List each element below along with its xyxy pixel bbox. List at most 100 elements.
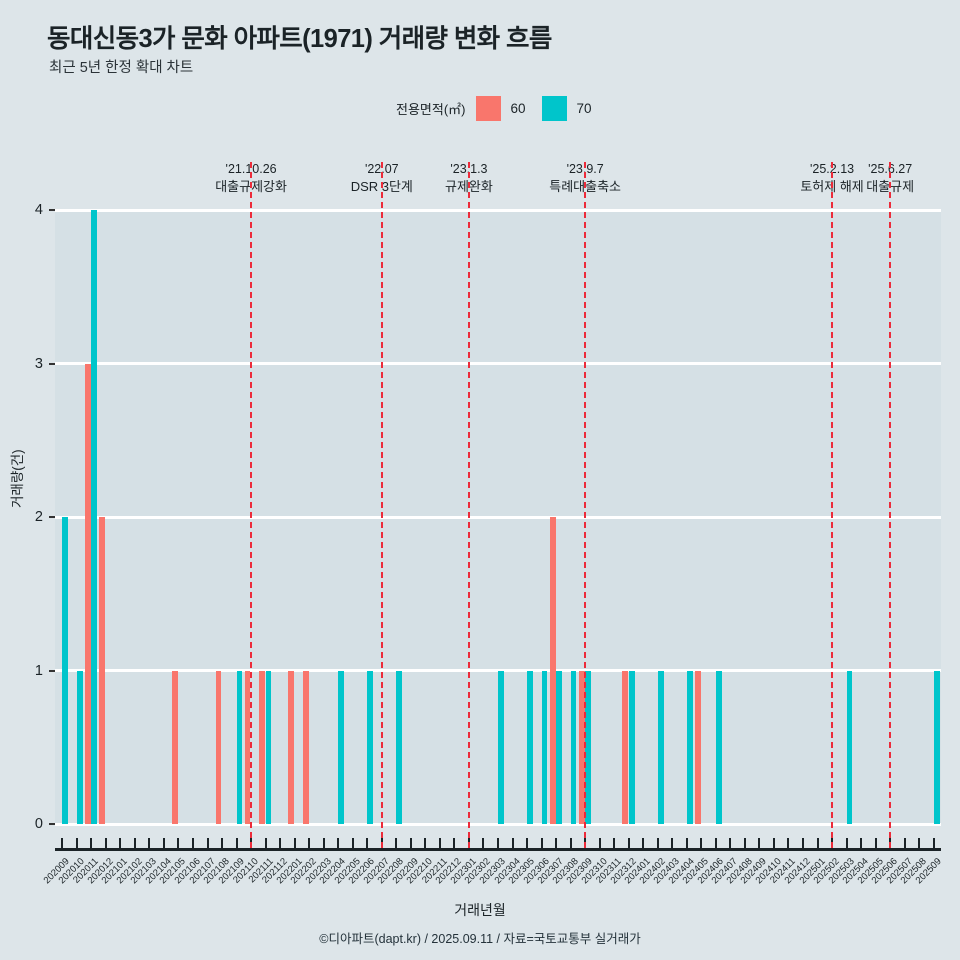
bar xyxy=(288,670,295,824)
bar xyxy=(541,670,548,824)
gridline xyxy=(55,669,941,672)
x-axis-tick-mark xyxy=(104,838,107,849)
bar xyxy=(84,363,91,824)
y-axis-tick-label: 2 xyxy=(34,509,43,525)
bar xyxy=(549,517,556,824)
bar xyxy=(367,670,374,824)
x-axis-tick-mark xyxy=(816,838,819,849)
event-marker-line xyxy=(250,162,253,848)
legend-swatch-70 xyxy=(541,96,567,121)
bar xyxy=(91,210,98,824)
x-axis-tick-mark xyxy=(787,838,790,849)
x-axis-tick-mark xyxy=(613,838,616,849)
x-axis-tick-mark xyxy=(221,838,224,849)
x-axis-tick-mark xyxy=(453,838,456,849)
bar xyxy=(76,670,83,824)
y-axis-tick-mark xyxy=(49,362,55,365)
x-axis-tick-mark xyxy=(235,838,238,849)
bar xyxy=(628,670,635,824)
x-axis-tick-mark xyxy=(903,838,906,849)
x-axis-tick-mark xyxy=(845,838,848,849)
legend-title: 전용면적(㎡) xyxy=(396,102,466,117)
x-axis-tick-mark xyxy=(264,838,267,849)
x-axis-tick-mark xyxy=(308,838,311,849)
bar xyxy=(396,670,403,824)
x-axis-title: 거래년월 xyxy=(454,902,506,918)
legend-label-60: 60 xyxy=(510,101,526,116)
event-marker-line xyxy=(467,162,470,848)
bar xyxy=(99,517,106,824)
y-axis-tick-mark xyxy=(49,209,55,211)
x-axis-tick-mark xyxy=(685,838,688,849)
x-axis-tick-mark xyxy=(772,838,775,849)
x-axis-tick-mark xyxy=(162,838,165,849)
event-marker-line xyxy=(831,162,834,848)
bar xyxy=(686,670,693,824)
x-axis-tick-mark xyxy=(642,838,645,849)
x-axis-tick-mark xyxy=(409,838,412,849)
event-marker-line xyxy=(584,162,587,848)
y-axis-tick-label: 0 xyxy=(34,816,43,832)
bar xyxy=(694,670,701,824)
gridline xyxy=(55,362,941,365)
y-axis-tick-mark xyxy=(49,516,55,518)
x-axis-tick-mark xyxy=(191,838,194,849)
x-axis-tick-mark xyxy=(293,838,296,849)
x-axis-tick-mark xyxy=(366,838,369,849)
bar xyxy=(259,670,266,824)
bar xyxy=(215,670,222,824)
bar xyxy=(585,670,591,824)
x-axis-tick-mark xyxy=(729,838,732,849)
x-axis-tick-mark xyxy=(351,838,354,849)
x-axis-tick-mark xyxy=(133,838,136,849)
legend: 전용면적(㎡) 60 70 xyxy=(396,96,592,121)
x-axis-tick-mark xyxy=(177,838,180,849)
gridline xyxy=(55,515,941,519)
x-axis-tick-mark xyxy=(714,838,717,849)
x-axis-tick-mark xyxy=(555,838,558,849)
bar xyxy=(556,670,562,824)
credit-text: ©디아파트(dapt.kr) / 2025.09.11 / 자료=국토교통부 실… xyxy=(319,932,641,946)
y-axis-title: 거래량(건) xyxy=(10,449,25,508)
x-axis-tick-mark xyxy=(598,838,601,849)
y-axis-tick-label: 1 xyxy=(34,662,43,679)
event-marker-line xyxy=(380,162,383,848)
bar xyxy=(236,670,243,824)
legend-label-70: 70 xyxy=(576,101,592,116)
bar xyxy=(622,670,629,824)
x-axis-tick-mark xyxy=(918,838,921,849)
page-subtitle: 최근 5년 한정 확대 차트 xyxy=(49,60,194,76)
x-axis-tick-mark xyxy=(874,838,877,849)
bar xyxy=(715,670,722,824)
x-axis-tick-mark xyxy=(279,838,282,849)
x-axis-tick-mark xyxy=(743,838,746,849)
x-axis-tick-mark xyxy=(932,838,935,849)
x-axis-tick-mark xyxy=(656,838,659,849)
x-axis-tick-mark xyxy=(206,838,209,849)
x-axis-tick-mark xyxy=(322,838,325,849)
x-axis-tick-mark xyxy=(395,838,398,849)
x-axis-tick-mark xyxy=(700,838,703,849)
y-axis-tick-label: 4 xyxy=(34,202,43,218)
bar xyxy=(302,670,309,824)
gridline xyxy=(55,208,941,212)
bar xyxy=(265,670,272,824)
legend-swatch-60 xyxy=(475,96,501,121)
x-axis-tick-mark xyxy=(424,838,427,849)
bar xyxy=(62,517,69,824)
x-axis-tick-mark xyxy=(860,838,863,849)
x-axis-tick-mark xyxy=(119,838,122,849)
x-axis-tick-mark xyxy=(75,838,78,849)
x-axis-tick-mark xyxy=(627,838,630,849)
x-axis-tick-mark xyxy=(540,838,543,849)
plot-area xyxy=(55,208,941,826)
x-axis-tick-mark xyxy=(482,838,485,849)
event-marker-line xyxy=(889,162,892,848)
x-axis-line xyxy=(55,848,941,851)
x-axis-tick-mark xyxy=(90,838,93,849)
bar xyxy=(933,670,940,824)
bar xyxy=(578,670,585,824)
x-axis-tick-mark xyxy=(569,838,572,849)
x-axis-tick-mark xyxy=(148,838,151,849)
